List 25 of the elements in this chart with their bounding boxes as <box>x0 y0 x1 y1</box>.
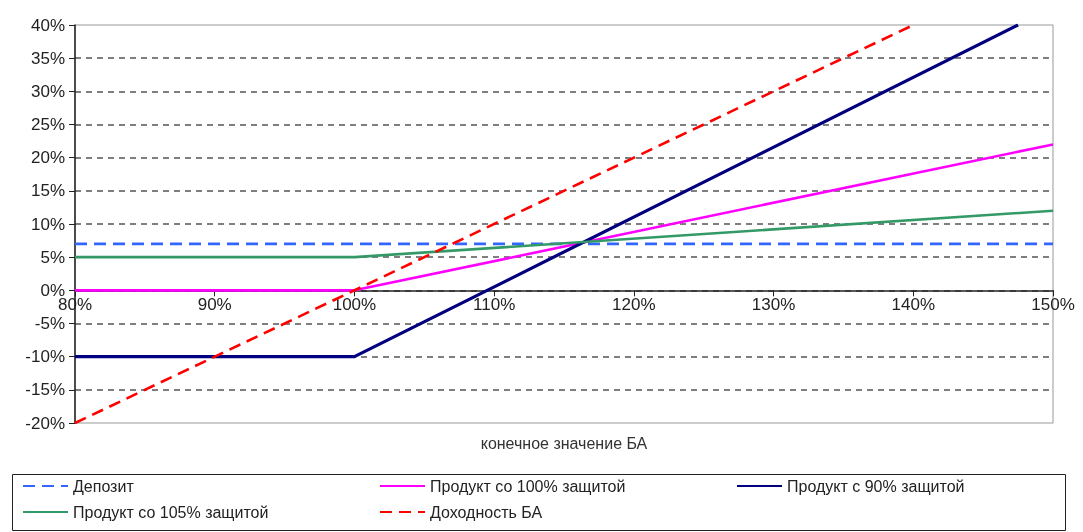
x-tick-label: 120% <box>612 295 656 315</box>
y-tick-label: 10% <box>30 214 65 234</box>
y-tick-label: -10% <box>25 347 65 367</box>
y-tick-label: 15% <box>30 181 65 201</box>
legend-label: Продукт с 90% защитой <box>787 477 965 495</box>
y-tick-label: 40% <box>30 15 65 35</box>
y-tick-label: -20% <box>25 413 65 433</box>
y-tick-label: 5% <box>40 247 65 267</box>
y-tick-label: -15% <box>25 380 65 400</box>
legend-label: Депозит <box>73 477 135 495</box>
x-tick-label: 90% <box>197 295 232 315</box>
x-tick-label: 100% <box>332 295 377 315</box>
x-tick-label: 130% <box>751 295 796 315</box>
y-tick-label: 20% <box>30 148 65 168</box>
legend-label: Продукт со 100% защитой <box>430 477 626 495</box>
y-tick-label: 30% <box>30 81 65 101</box>
legend-label: Продукт со 105% защитой <box>73 503 269 521</box>
y-tick-label: -5% <box>34 314 65 333</box>
legend-label: Доходность БА <box>430 503 543 521</box>
y-tick-label: 35% <box>30 48 65 68</box>
y-tick-label: 25% <box>30 115 65 134</box>
x-tick-label: 140% <box>891 295 936 315</box>
x-tick-label: 110% <box>473 295 516 315</box>
x-tick-label: 150% <box>1031 295 1075 315</box>
x-axis-title: конечное значение БА <box>480 434 648 452</box>
